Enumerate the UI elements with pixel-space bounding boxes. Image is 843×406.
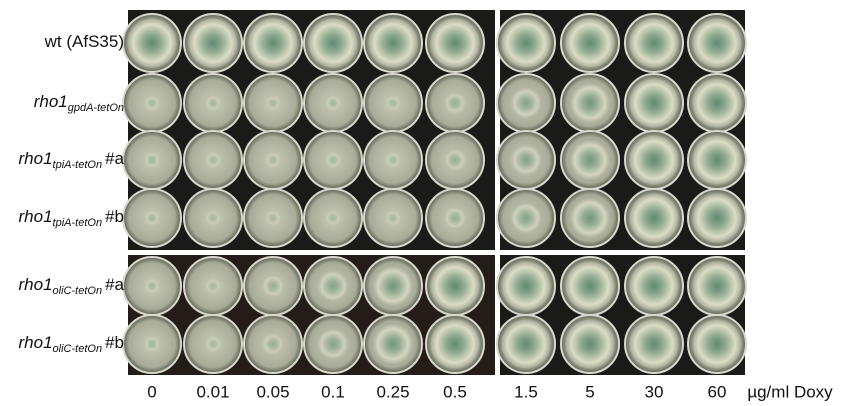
column-label: 0.5 — [443, 382, 467, 401]
column-label: 5 — [585, 382, 594, 401]
colony — [565, 18, 615, 68]
colony — [629, 319, 679, 369]
column-label: 30 — [645, 382, 664, 401]
colony — [629, 261, 679, 311]
colony — [692, 193, 742, 243]
column-label: 1.5 — [514, 382, 538, 401]
unit-label: µg/ml Doxy — [747, 382, 833, 401]
colony — [248, 18, 298, 68]
colony — [570, 140, 611, 181]
column-label: 0 — [147, 382, 156, 401]
colony — [188, 18, 238, 68]
row-label: rho1tpiA-tetOn#a — [19, 149, 125, 170]
colony — [570, 83, 611, 124]
colony — [318, 271, 349, 302]
colony — [430, 261, 480, 311]
row-label: rho1oliC-tetOn#a — [19, 275, 125, 296]
gene-subscript: oliC-tetOn — [53, 285, 103, 297]
figure: wt (AfS35)rho1gpdA-tetOnrho1tpiA-tetOn#a… — [0, 0, 843, 406]
colony — [692, 18, 742, 68]
column-label: 0.25 — [376, 382, 409, 401]
gene-subscript: tpiA-tetOn — [53, 159, 103, 171]
gene-name: rho1 — [34, 92, 68, 111]
colony — [368, 18, 418, 68]
colony — [325, 152, 340, 167]
colony — [144, 210, 159, 225]
gene-subscript: tpiA-tetOn — [53, 217, 103, 229]
colony — [205, 95, 220, 110]
colony — [385, 152, 400, 167]
colony — [265, 152, 280, 167]
row-label: rho1tpiA-tetOn#b — [19, 207, 124, 228]
gene-subscript: oliC-tetOn — [53, 343, 103, 355]
strain-suffix: #b — [105, 207, 124, 226]
label-text: wt (AfS35) — [44, 32, 124, 51]
colony — [205, 278, 220, 293]
column-label: 0.01 — [196, 382, 229, 401]
colony — [144, 95, 159, 110]
gene-name: rho1 — [19, 149, 53, 168]
colony — [262, 333, 284, 355]
colony — [565, 261, 615, 311]
colony — [501, 261, 551, 311]
colony — [629, 193, 679, 243]
colony — [511, 203, 542, 234]
colony — [127, 18, 177, 68]
colony — [308, 18, 358, 68]
colony — [265, 210, 280, 225]
colony — [144, 278, 159, 293]
colony — [385, 95, 400, 110]
colony — [511, 145, 542, 176]
colony — [373, 324, 414, 365]
colony — [318, 329, 349, 360]
column-label: 0.1 — [321, 382, 345, 401]
row-label: rho1gpdA-tetOn — [34, 92, 124, 113]
colony — [444, 149, 466, 171]
colony — [373, 266, 414, 307]
gene-name: rho1 — [19, 207, 53, 226]
colony — [385, 210, 400, 225]
colony — [565, 319, 615, 369]
colony — [692, 261, 742, 311]
row-label: wt (AfS35) — [44, 32, 124, 51]
colony — [629, 78, 679, 128]
colony — [570, 198, 611, 239]
colony — [325, 210, 340, 225]
strain-suffix: #b — [105, 333, 124, 352]
colony — [501, 18, 551, 68]
gene-name: rho1 — [19, 333, 53, 352]
colony — [692, 78, 742, 128]
colony — [511, 88, 542, 119]
row-label: rho1oliC-tetOn#b — [19, 333, 124, 354]
gene-name: rho1 — [19, 275, 53, 294]
page: wt (AfS35)rho1gpdA-tetOnrho1tpiA-tetOn#a… — [0, 0, 843, 406]
colony — [430, 319, 480, 369]
colony — [144, 152, 159, 167]
column-label: 0.05 — [256, 382, 289, 401]
colony — [444, 92, 466, 114]
strain-suffix: #a — [105, 149, 124, 168]
colony — [144, 336, 159, 351]
colony — [265, 95, 280, 110]
colony — [325, 95, 340, 110]
colony — [629, 18, 679, 68]
colony — [430, 18, 480, 68]
colony — [692, 319, 742, 369]
colony — [262, 275, 284, 297]
colony — [501, 319, 551, 369]
colony — [205, 210, 220, 225]
colony — [629, 135, 679, 185]
column-label: 60 — [708, 382, 727, 401]
colony — [692, 135, 742, 185]
colony — [205, 336, 220, 351]
colony — [444, 207, 466, 229]
strain-suffix: #a — [105, 275, 124, 294]
gene-subscript: gpdA-tetOn — [68, 102, 124, 114]
colony — [205, 152, 220, 167]
